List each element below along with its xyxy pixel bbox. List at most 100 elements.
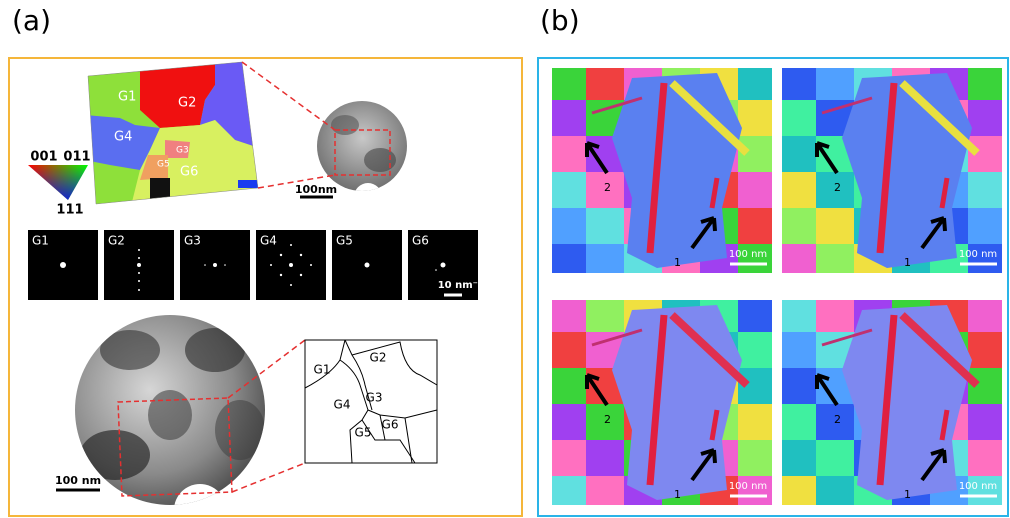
diffraction-spot <box>60 262 66 268</box>
grain <box>968 296 1010 336</box>
arrow-label: 1 <box>674 256 681 269</box>
panel-label: (a) <box>12 4 51 37</box>
grain <box>738 100 780 140</box>
grain <box>778 296 820 336</box>
grain <box>586 208 628 248</box>
grain-label: G6 <box>180 165 198 180</box>
grain-label: G1 <box>314 363 331 377</box>
arrow-label: 2 <box>604 181 611 194</box>
diffraction-spot <box>204 264 206 266</box>
grain <box>968 440 1010 480</box>
grain <box>548 100 590 140</box>
grain <box>778 100 820 140</box>
diffraction-spot <box>435 269 437 271</box>
grain <box>778 136 820 176</box>
pattern-label: G4 <box>260 234 277 248</box>
grain <box>548 476 590 516</box>
grain <box>548 404 590 444</box>
diffraction-spot <box>138 272 140 274</box>
arrow-label: 2 <box>834 181 841 194</box>
diffraction-spot <box>310 264 312 266</box>
grain-label: G5 <box>157 160 170 170</box>
diffraction-spot <box>138 280 140 282</box>
grain <box>968 172 1010 212</box>
grain <box>586 440 628 480</box>
grain-label: G3 <box>176 146 189 156</box>
grain-label: G4 <box>114 130 132 145</box>
grain <box>548 332 590 372</box>
ebsd-image: 21100 nm <box>548 296 780 516</box>
grain <box>968 100 1010 140</box>
diffraction-spot <box>138 289 140 291</box>
grain <box>548 244 590 284</box>
grain <box>816 440 858 480</box>
diffraction-spot <box>137 263 141 267</box>
ipf-label: 111 <box>56 203 83 218</box>
grain-label: G2 <box>370 351 387 365</box>
arrow-label: 1 <box>904 256 911 269</box>
grain <box>586 296 628 336</box>
grain <box>548 136 590 176</box>
diffraction-spot <box>289 263 293 267</box>
diffraction-spot <box>138 257 140 259</box>
diffraction-spot <box>300 274 302 276</box>
diffraction-spot <box>280 274 282 276</box>
grain-label: G6 <box>382 418 399 432</box>
grain <box>778 332 820 372</box>
grain <box>586 244 628 284</box>
grain <box>738 332 780 372</box>
grain <box>778 244 820 284</box>
diffraction-spot <box>365 263 370 268</box>
diffraction-spot <box>290 244 292 246</box>
diffraction-spot <box>138 249 140 251</box>
diffraction-spot <box>300 254 302 256</box>
ebsd-image: 2 1 100 nm <box>778 64 1010 284</box>
arrow-label: 2 <box>604 413 611 426</box>
diffraction-spot <box>213 263 217 267</box>
grain <box>738 368 780 408</box>
grain <box>968 332 1010 372</box>
grain <box>548 64 590 104</box>
panel-label: (b) <box>540 4 580 37</box>
grain <box>968 404 1010 444</box>
ebsd-map: 2 1 100 nm <box>778 64 1010 284</box>
grain <box>968 368 1010 408</box>
grain-label: G2 <box>178 96 196 111</box>
scale-bar-label: 100 nm <box>55 474 101 487</box>
diffraction-spot <box>290 284 292 286</box>
grain <box>586 476 628 516</box>
grain <box>778 368 820 408</box>
grain <box>738 404 780 444</box>
grain <box>778 476 820 516</box>
grain <box>548 368 590 408</box>
arrow-label: 1 <box>674 488 681 501</box>
grain <box>548 440 590 480</box>
grain <box>778 440 820 480</box>
grain <box>968 208 1010 248</box>
diffraction-spot <box>441 263 446 268</box>
pattern-label: G5 <box>336 234 353 248</box>
grain <box>738 208 780 248</box>
diffraction-spot <box>224 264 226 266</box>
grain <box>816 64 858 104</box>
arrow-label: 2 <box>834 413 841 426</box>
grain <box>586 64 628 104</box>
ipf-label: 001 <box>30 150 57 165</box>
grain <box>816 244 858 284</box>
grain <box>778 64 820 104</box>
grain <box>968 136 1010 176</box>
grain <box>778 208 820 248</box>
diffraction-spot <box>270 264 272 266</box>
orientation-map <box>85 60 265 210</box>
grain <box>548 296 590 336</box>
diffraction-spot <box>280 254 282 256</box>
grain <box>738 440 780 480</box>
scale-bar-label: 100 nm <box>959 249 997 260</box>
scale-bar-label: 10 nm⁻¹ <box>438 280 483 291</box>
pattern-label: G6 <box>412 234 429 248</box>
